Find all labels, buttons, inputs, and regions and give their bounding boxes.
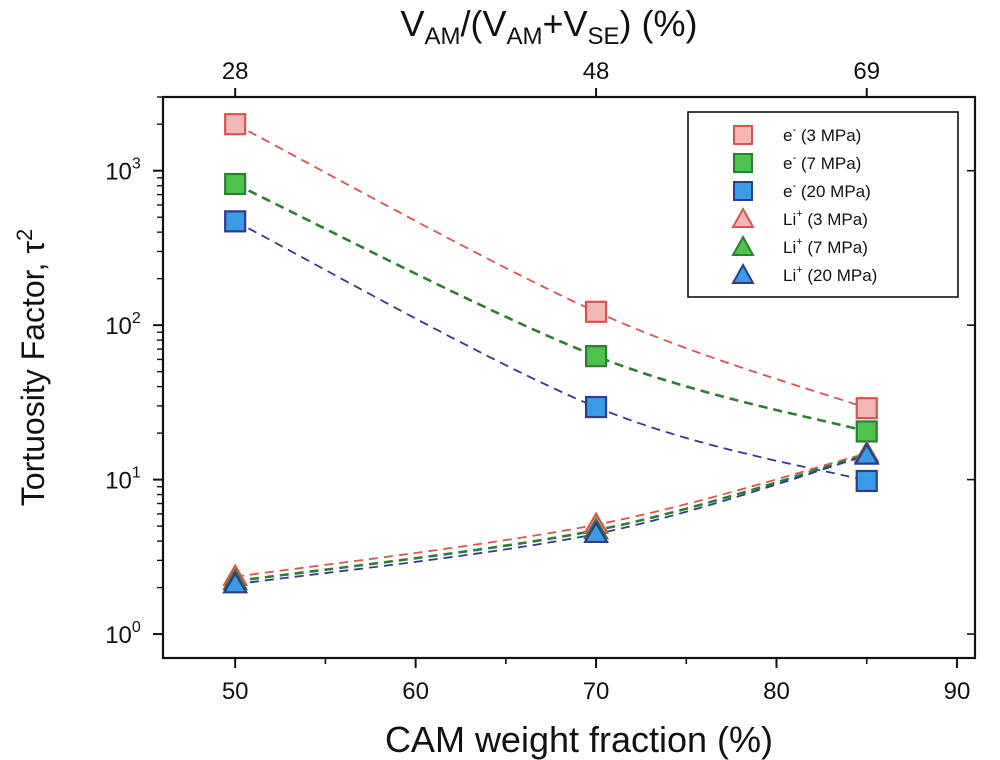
series-5-point-2 [853,442,880,465]
x-tick-label-80: 80 [763,678,790,705]
legend-marker-4 [731,234,755,256]
markers-layer [222,113,880,594]
series-5-point-1 [583,520,609,544]
legend-label-2: e- (20 MPa) [783,180,871,201]
series-1-point-2 [855,420,878,443]
y-axis-label-main: Tortuosity Factor, τ [15,241,51,507]
top-title-mid: /(V [460,3,506,44]
top-title-sub-am-1: AM [424,23,460,50]
legend-marker-0 [733,125,753,145]
y-tick-label-1: 100 [105,619,141,649]
legend-label-1: e- (7 MPa) [783,152,861,173]
legend-marker-3 [731,206,755,228]
series-2-point-1 [584,395,608,419]
x-tick-label-70: 70 [583,678,610,705]
x-axis-label: CAM weight fraction (%) [385,719,773,760]
legend-marker-2 [733,181,753,201]
series-line-1 [234,182,868,433]
series-0-point-2 [855,397,878,420]
legend: e- (3 MPa) e- (7 MPa) e- (20 MPa) Li+ (3 MP… [687,111,959,298]
legend-label-5: Li+ (20 MPa) [783,264,877,285]
legend-label-3: Li+ (3 MPa) [783,208,868,229]
plot-area-frame [161,95,977,660]
legend-label-4: Li+ (7 MPa) [783,236,868,257]
series-line-5 [235,454,867,586]
series-0-point-1 [584,300,608,323]
series-1-point-1 [584,345,608,368]
series-line-4 [234,453,868,583]
y-axis-label: Tortuosity Factor, τ2 [12,229,51,506]
top-title-end: ) (%) [620,3,698,44]
series-2-point-0 [224,210,247,233]
top-tick-label-48: 48 [583,58,610,85]
y-tick-label-1000: 103 [105,156,141,186]
y-axis-label-superscript: 2 [12,229,37,241]
y-tick-label-10: 101 [105,465,141,495]
series-2-point-2 [855,469,878,493]
x-tick-label-60: 60 [402,678,429,705]
top-title-sub-se: SE [588,23,620,50]
top-tick-label-69: 69 [853,58,880,85]
ticks-layer: 50 60 70 80 90 28 48 69 100 101 102 103 [105,58,975,705]
series-5-point-0 [222,571,249,594]
y-tick-label-100: 102 [105,310,141,340]
top-title-v1: V [400,3,424,44]
series-1-point-0 [224,172,247,196]
curves-layer [234,123,868,586]
series-line-2 [234,220,867,482]
series-line-3 [235,452,867,578]
legend-marker-5 [731,262,755,284]
top-title-plus: +V [542,3,587,44]
top-axis-title: VAM/(VAM+VSE) (%) [400,3,697,50]
series-0-point-0 [224,113,247,136]
x-tick-label-50: 50 [222,678,249,705]
top-tick-label-28: 28 [222,58,249,85]
legend-label-0: e- (3 MPa) [783,124,861,145]
top-title-sub-am-2: AM [506,23,542,50]
x-tick-label-90: 90 [944,678,971,705]
legend-marker-1 [733,153,753,173]
series-line-0 [234,123,868,410]
